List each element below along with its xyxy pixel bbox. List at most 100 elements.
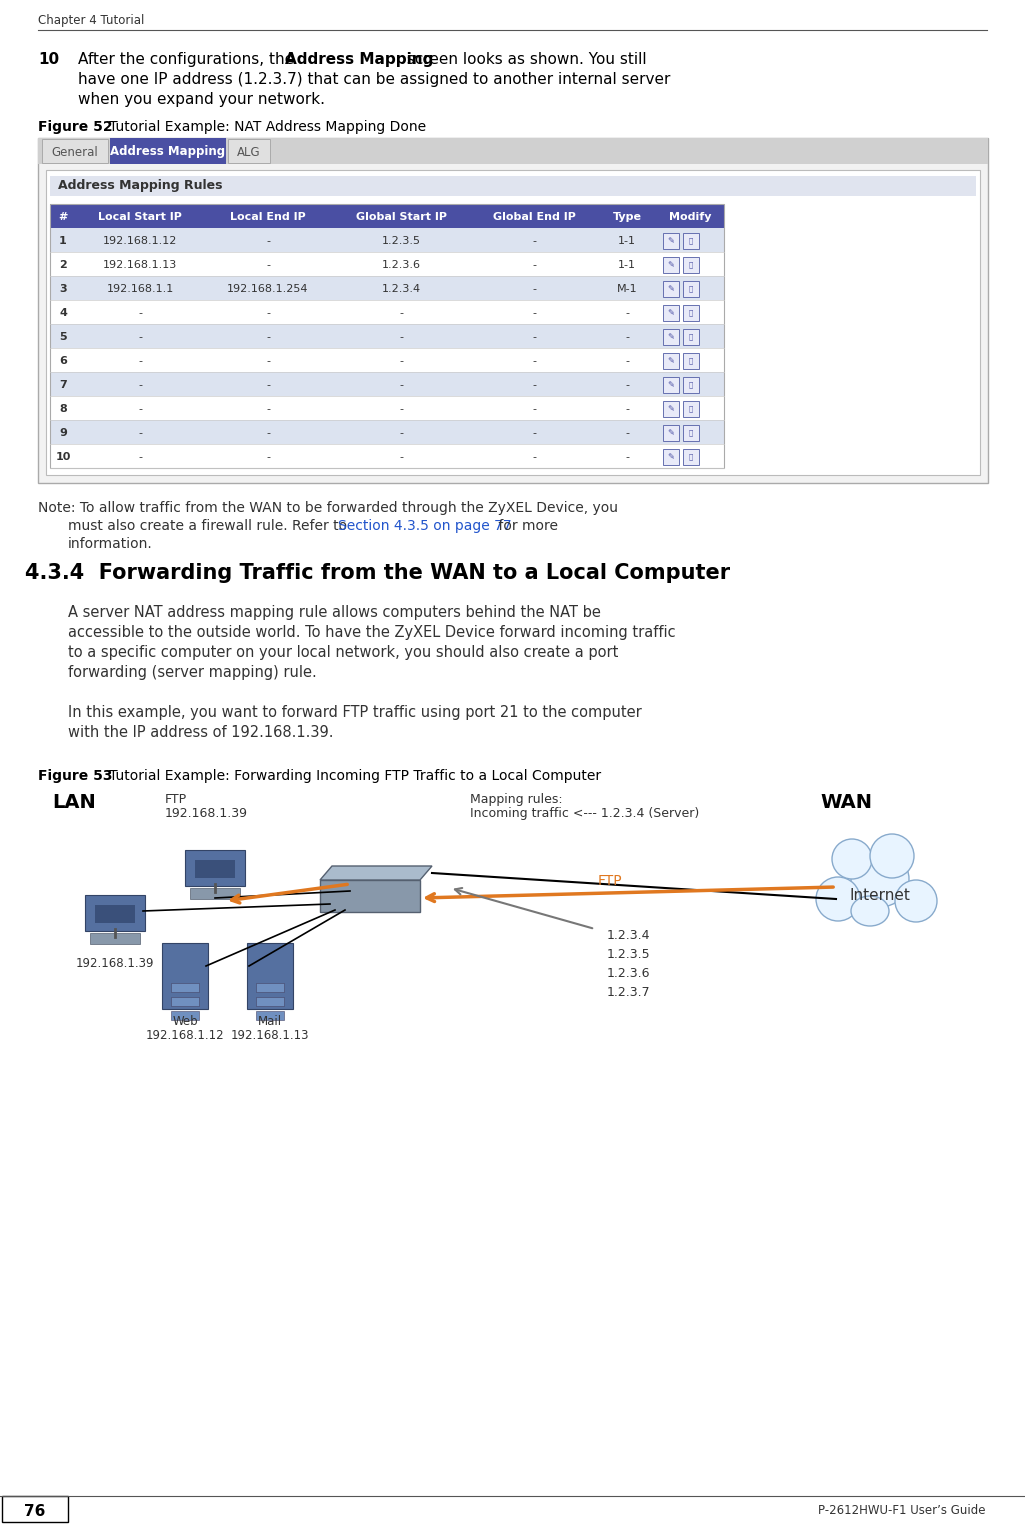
Text: P-2612HWU-F1 User’s Guide: P-2612HWU-F1 User’s Guide [818,1504,985,1518]
FancyBboxPatch shape [85,895,145,931]
FancyBboxPatch shape [663,280,679,297]
Text: Mail: Mail [258,1015,282,1029]
Ellipse shape [851,896,889,927]
Text: -: - [399,308,403,319]
FancyBboxPatch shape [663,401,679,418]
Text: A server NAT address mapping rule allows computers behind the NAT be: A server NAT address mapping rule allows… [68,605,601,620]
Text: Internet: Internet [850,888,910,904]
FancyBboxPatch shape [195,860,235,878]
FancyBboxPatch shape [50,300,724,325]
Text: -: - [266,379,270,390]
FancyBboxPatch shape [38,139,988,483]
Text: M-1: M-1 [617,283,638,294]
Text: -: - [532,308,536,319]
Text: with the IP address of 192.168.1.39.: with the IP address of 192.168.1.39. [68,725,333,741]
Text: 🗑: 🗑 [689,309,693,317]
Polygon shape [320,866,432,879]
Text: 3: 3 [59,283,67,294]
FancyBboxPatch shape [683,233,699,248]
FancyBboxPatch shape [190,888,240,899]
Text: LAN: LAN [52,792,95,812]
Text: -: - [138,332,142,341]
FancyBboxPatch shape [50,347,724,372]
Text: ✎: ✎ [667,404,674,413]
FancyBboxPatch shape [663,354,679,369]
Text: Type: Type [613,212,642,223]
Text: Note: To allow traffic from the WAN to be forwarded through the ZyXEL Device, yo: Note: To allow traffic from the WAN to b… [38,501,618,515]
Text: -: - [266,404,270,415]
Text: 5: 5 [59,332,67,341]
FancyBboxPatch shape [663,450,679,465]
Text: 4.3.4  Forwarding Traffic from the WAN to a Local Computer: 4.3.4 Forwarding Traffic from the WAN to… [25,562,730,584]
Text: -: - [138,357,142,366]
Text: Local End IP: Local End IP [231,212,305,223]
Text: -: - [266,236,270,245]
Text: -: - [266,332,270,341]
Text: -: - [399,404,403,415]
Text: ✎: ✎ [667,332,674,341]
Text: -: - [138,379,142,390]
Text: have one IP address (1.2.3.7) that can be assigned to another internal server: have one IP address (1.2.3.7) that can b… [78,72,670,87]
Text: -: - [625,357,629,366]
Text: -: - [266,453,270,462]
Text: Figure 52: Figure 52 [38,120,113,134]
Text: Tutorial Example: Forwarding Incoming FTP Traffic to a Local Computer: Tutorial Example: Forwarding Incoming FT… [96,770,601,783]
FancyBboxPatch shape [256,983,284,992]
FancyBboxPatch shape [2,1497,68,1522]
Text: 1-1: 1-1 [618,236,636,245]
FancyBboxPatch shape [663,258,679,273]
Text: ✎: ✎ [667,236,674,245]
Text: 2: 2 [59,261,67,270]
Text: 10: 10 [55,453,71,462]
Text: -: - [138,453,142,462]
FancyBboxPatch shape [162,943,208,1009]
Text: 1.2.3.4: 1.2.3.4 [381,283,420,294]
FancyBboxPatch shape [256,997,284,1006]
Text: -: - [266,308,270,319]
Text: -: - [399,453,403,462]
Text: Figure 53: Figure 53 [38,770,113,783]
Text: -: - [532,404,536,415]
FancyBboxPatch shape [50,229,724,251]
Ellipse shape [851,850,909,907]
Text: ✎: ✎ [667,381,674,390]
Text: -: - [532,236,536,245]
Text: 6: 6 [59,357,67,366]
Text: Mapping rules:: Mapping rules: [470,792,563,806]
Text: ✎: ✎ [667,453,674,462]
FancyBboxPatch shape [50,251,724,276]
FancyBboxPatch shape [663,233,679,248]
Text: 192.168.1.13: 192.168.1.13 [231,1029,310,1042]
Text: 🗑: 🗑 [689,262,693,268]
Text: 192.168.1.254: 192.168.1.254 [228,283,309,294]
FancyBboxPatch shape [663,305,679,322]
Text: 🗑: 🗑 [689,358,693,364]
FancyBboxPatch shape [683,258,699,273]
Text: 1-1: 1-1 [618,261,636,270]
Text: when you expand your network.: when you expand your network. [78,91,325,107]
Text: After the configurations, the: After the configurations, the [78,52,299,67]
Text: Address Mapping: Address Mapping [285,52,434,67]
Text: -: - [138,428,142,437]
Text: 192.168.1.39: 192.168.1.39 [165,808,248,820]
FancyBboxPatch shape [50,325,724,347]
Text: FTP: FTP [598,873,622,888]
FancyBboxPatch shape [171,983,199,992]
Text: FTP: FTP [165,792,188,806]
FancyBboxPatch shape [184,850,245,885]
FancyBboxPatch shape [228,139,270,163]
FancyBboxPatch shape [50,204,724,229]
FancyBboxPatch shape [46,171,980,475]
Text: -: - [138,404,142,415]
Text: 1: 1 [59,236,67,245]
Text: 🗑: 🗑 [689,454,693,460]
Text: -: - [625,332,629,341]
FancyBboxPatch shape [171,997,199,1006]
Text: 4: 4 [59,308,67,319]
FancyBboxPatch shape [50,276,724,300]
Ellipse shape [895,879,937,922]
FancyBboxPatch shape [683,305,699,322]
FancyBboxPatch shape [50,372,724,396]
Text: 🗑: 🗑 [689,285,693,293]
FancyBboxPatch shape [50,175,976,197]
